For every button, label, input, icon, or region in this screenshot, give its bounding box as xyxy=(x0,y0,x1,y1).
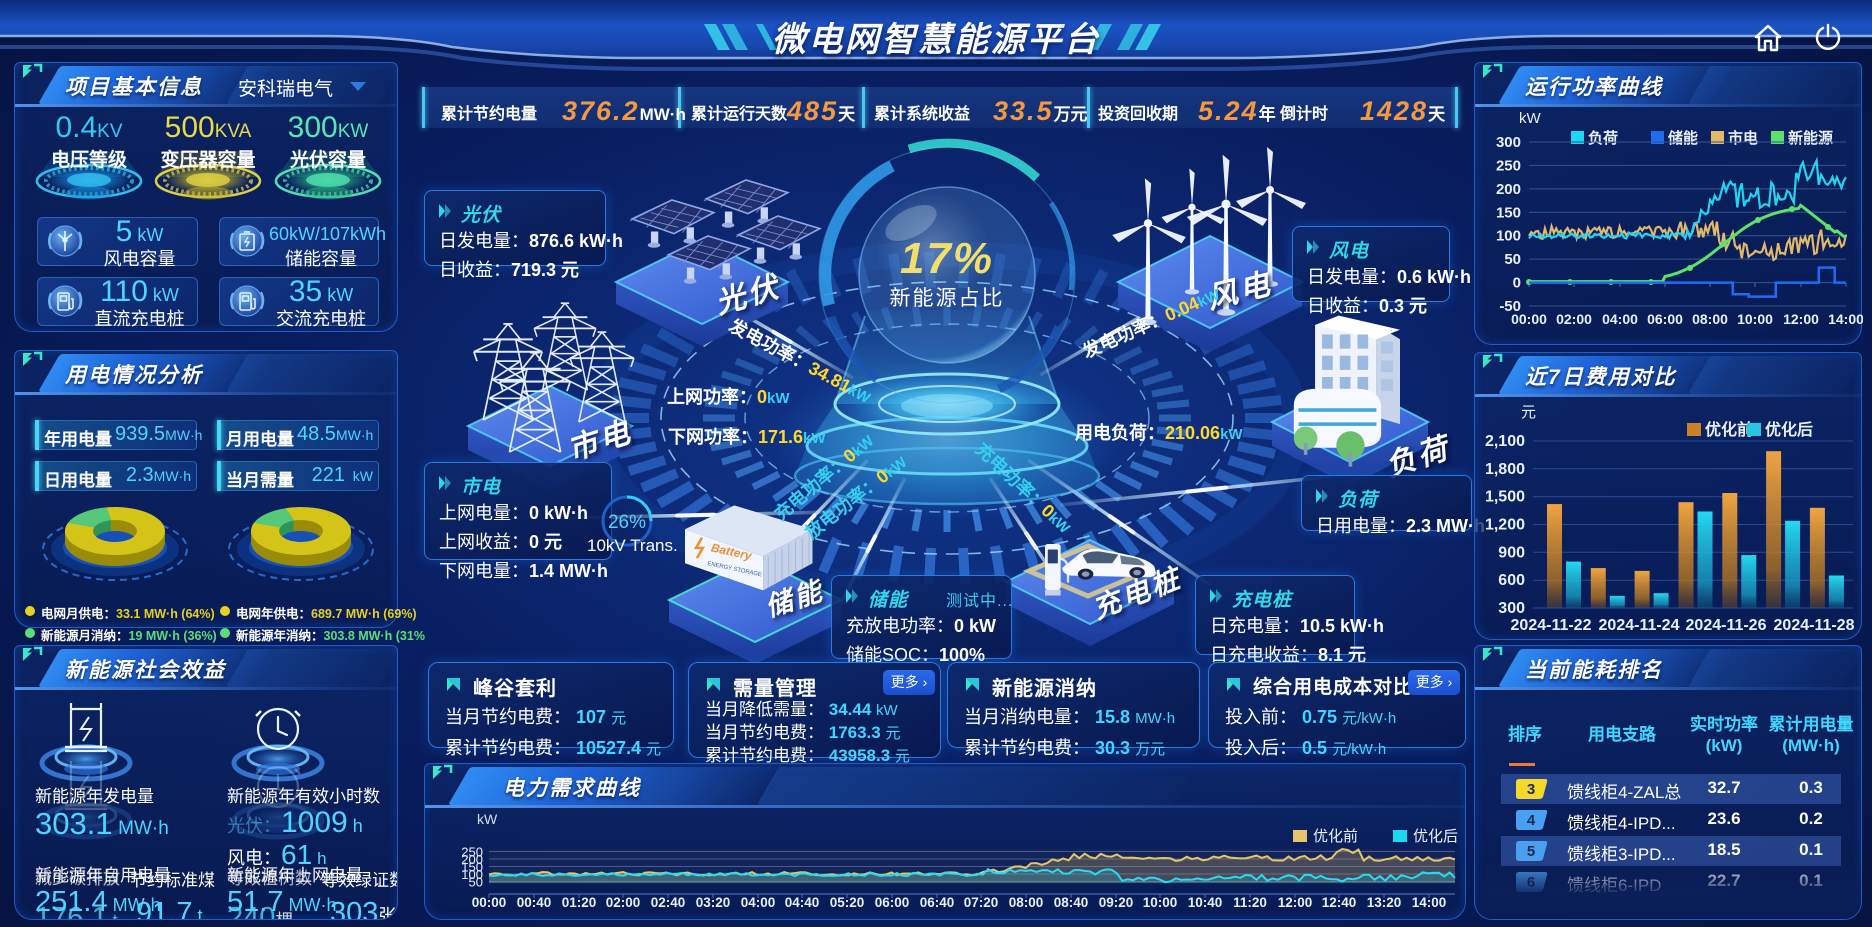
svg-text:4: 4 xyxy=(1527,812,1536,829)
svg-text:00:00: 00:00 xyxy=(472,895,507,910)
svg-text:负荷: 负荷 xyxy=(1588,129,1618,147)
svg-text:09:20: 09:20 xyxy=(1099,895,1134,910)
svg-text:优化前: 优化前 xyxy=(1705,420,1753,439)
svg-text:08:40: 08:40 xyxy=(1054,895,1089,910)
svg-text:10:40: 10:40 xyxy=(1188,895,1223,910)
svg-text:300: 300 xyxy=(1498,600,1525,617)
svg-text:kW: kW xyxy=(477,811,498,827)
svg-text:市电: 市电 xyxy=(1728,129,1758,147)
svg-text:50: 50 xyxy=(1504,251,1521,268)
svg-text:250: 250 xyxy=(461,845,483,860)
svg-text:储能: 储能 xyxy=(1668,129,1698,147)
svg-text:17%: 17% xyxy=(900,234,994,283)
svg-text:06:40: 06:40 xyxy=(920,895,955,910)
svg-text:26%: 26% xyxy=(608,512,646,533)
svg-text:优化后: 优化后 xyxy=(1413,828,1458,845)
svg-text:06:00: 06:00 xyxy=(875,895,910,910)
svg-text:150: 150 xyxy=(461,860,483,875)
svg-text:04:00: 04:00 xyxy=(1602,311,1638,327)
svg-text:05:20: 05:20 xyxy=(830,895,865,910)
svg-text:-50: -50 xyxy=(1499,298,1521,315)
svg-text:300: 300 xyxy=(1496,134,1521,151)
svg-text:1,800: 1,800 xyxy=(1485,461,1525,478)
svg-text:新能源: 新能源 xyxy=(1788,129,1833,147)
svg-text:1,200: 1,200 xyxy=(1485,517,1525,534)
svg-text:2024-11-24: 2024-11-24 xyxy=(1599,617,1680,634)
svg-text:250: 250 xyxy=(1496,157,1521,174)
svg-text:100: 100 xyxy=(461,867,483,882)
svg-text:07:20: 07:20 xyxy=(964,895,999,910)
svg-text:600: 600 xyxy=(1498,572,1525,589)
svg-text:3: 3 xyxy=(1527,781,1535,798)
svg-text:2024-11-26: 2024-11-26 xyxy=(1686,617,1767,634)
svg-text:03:20: 03:20 xyxy=(696,895,731,910)
svg-text:12:00: 12:00 xyxy=(1783,311,1819,327)
svg-text:12:00: 12:00 xyxy=(1278,895,1313,910)
svg-text:50: 50 xyxy=(469,875,483,890)
svg-text:04:00: 04:00 xyxy=(741,895,776,910)
svg-text:2024-11-22: 2024-11-22 xyxy=(1511,617,1592,634)
svg-text:14:00: 14:00 xyxy=(1828,311,1863,327)
svg-text:0: 0 xyxy=(1513,275,1521,292)
svg-text:06:00: 06:00 xyxy=(1647,311,1683,327)
svg-text:优化前: 优化前 xyxy=(1313,828,1358,845)
svg-text:00:40: 00:40 xyxy=(517,895,552,910)
svg-text:11:20: 11:20 xyxy=(1233,895,1267,910)
svg-text:02:00: 02:00 xyxy=(606,895,641,910)
svg-text:5: 5 xyxy=(1527,843,1535,860)
svg-text:200: 200 xyxy=(461,852,483,867)
svg-text:900: 900 xyxy=(1498,544,1525,561)
svg-text:kW: kW xyxy=(1519,110,1542,127)
svg-text:02:40: 02:40 xyxy=(651,895,686,910)
svg-text:04:40: 04:40 xyxy=(785,895,820,910)
svg-text:1,500: 1,500 xyxy=(1485,489,1525,506)
svg-text:10:00: 10:00 xyxy=(1143,895,1178,910)
svg-text:10:00: 10:00 xyxy=(1737,311,1773,327)
svg-text:2,100: 2,100 xyxy=(1485,433,1525,450)
svg-text:200: 200 xyxy=(1496,181,1521,198)
svg-text:01:20: 01:20 xyxy=(562,895,597,910)
svg-text:08:00: 08:00 xyxy=(1692,311,1728,327)
svg-text:00:00: 00:00 xyxy=(1511,311,1547,327)
svg-text:12:40: 12:40 xyxy=(1322,895,1357,910)
svg-text:优化后: 优化后 xyxy=(1765,420,1813,439)
svg-text:100: 100 xyxy=(1496,228,1521,245)
svg-text:13:20: 13:20 xyxy=(1367,895,1402,910)
svg-text:02:00: 02:00 xyxy=(1556,311,1592,327)
svg-text:2024-11-28: 2024-11-28 xyxy=(1774,617,1855,634)
svg-text:150: 150 xyxy=(1496,204,1521,221)
svg-text:新能源占比: 新能源占比 xyxy=(890,287,1005,310)
svg-text:元: 元 xyxy=(1521,404,1536,421)
svg-text:14:00: 14:00 xyxy=(1412,895,1447,910)
svg-text:08:00: 08:00 xyxy=(1009,895,1044,910)
